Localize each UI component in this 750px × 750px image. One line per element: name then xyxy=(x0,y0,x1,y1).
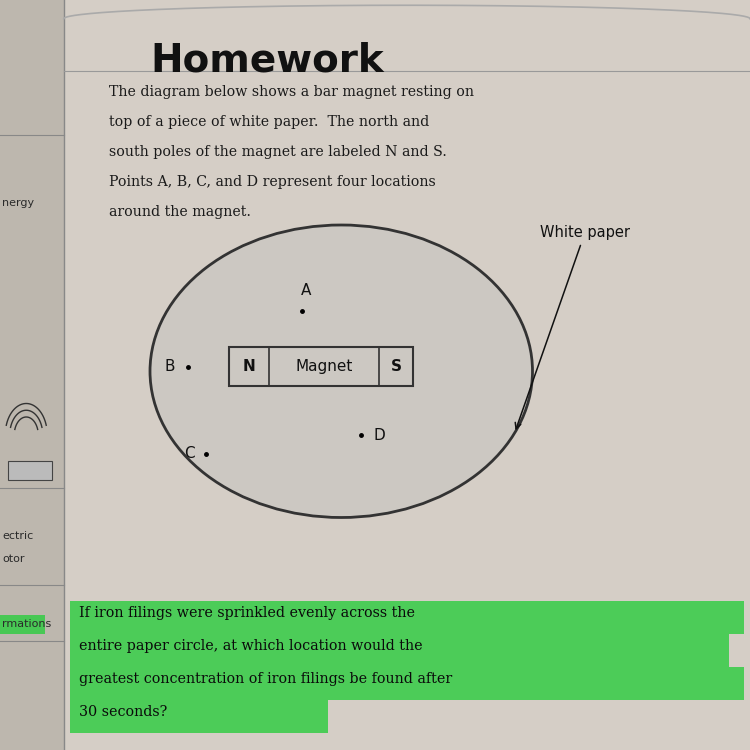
Text: D: D xyxy=(373,427,385,442)
Text: If iron filings were sprinkled evenly across the: If iron filings were sprinkled evenly ac… xyxy=(79,606,415,619)
Text: N: N xyxy=(242,359,255,374)
Text: greatest concentration of iron filings be found after: greatest concentration of iron filings b… xyxy=(79,672,452,686)
Text: rmations: rmations xyxy=(2,619,52,629)
Bar xyxy=(229,347,412,386)
Text: south poles of the magnet are labeled N and S.: south poles of the magnet are labeled N … xyxy=(109,145,447,159)
Text: otor: otor xyxy=(2,554,25,564)
FancyBboxPatch shape xyxy=(0,0,64,750)
Text: top of a piece of white paper.  The north and: top of a piece of white paper. The north… xyxy=(109,115,429,129)
Text: Homework: Homework xyxy=(150,41,383,80)
FancyBboxPatch shape xyxy=(0,615,45,634)
Text: B: B xyxy=(165,359,176,374)
Text: Points A, B, C, and D represent four locations: Points A, B, C, and D represent four loc… xyxy=(109,175,436,189)
Text: entire paper circle, at which location would the: entire paper circle, at which location w… xyxy=(79,639,422,652)
Text: A: A xyxy=(301,283,311,298)
Text: around the magnet.: around the magnet. xyxy=(109,205,250,219)
Text: 30 seconds?: 30 seconds? xyxy=(79,705,167,718)
Text: ectric: ectric xyxy=(2,531,34,542)
Text: Magnet: Magnet xyxy=(296,359,353,374)
FancyBboxPatch shape xyxy=(70,667,744,700)
Text: S: S xyxy=(391,359,401,374)
FancyBboxPatch shape xyxy=(70,700,328,733)
Text: C: C xyxy=(184,446,195,461)
FancyBboxPatch shape xyxy=(64,0,750,750)
Text: The diagram below shows a bar magnet resting on: The diagram below shows a bar magnet res… xyxy=(109,85,474,99)
Ellipse shape xyxy=(150,225,532,518)
FancyBboxPatch shape xyxy=(70,601,744,634)
Text: nergy: nergy xyxy=(2,197,34,208)
FancyBboxPatch shape xyxy=(70,634,729,667)
FancyBboxPatch shape xyxy=(8,461,52,480)
Text: White paper: White paper xyxy=(515,225,630,429)
